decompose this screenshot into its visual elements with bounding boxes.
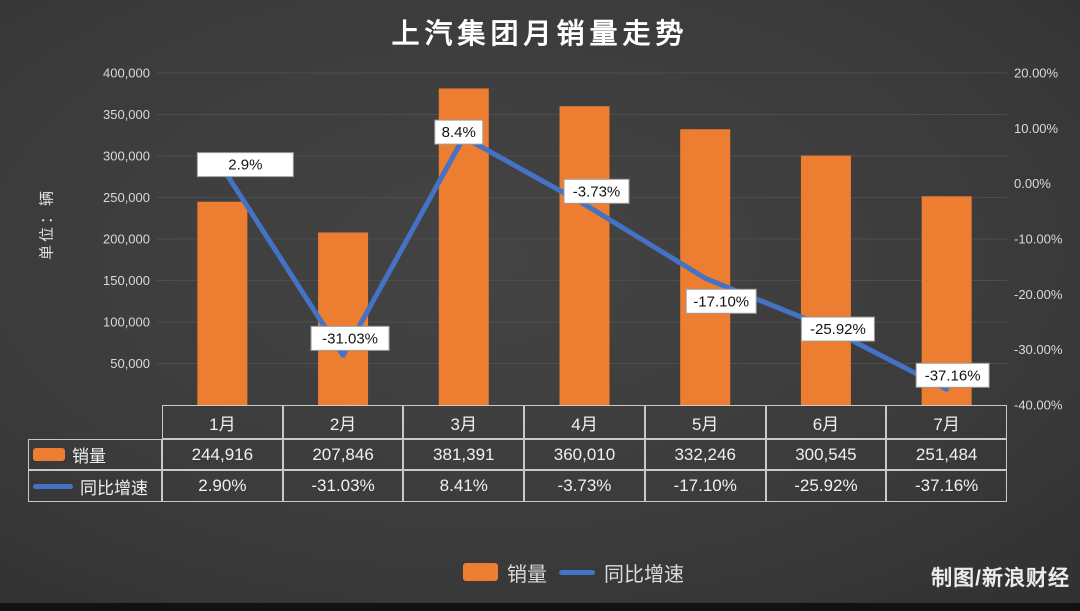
chart-title: 上汽集团月销量走势 <box>391 17 689 50</box>
growth-swatch-icon <box>33 483 73 489</box>
table-header-cell: 1月 <box>162 405 283 439</box>
data-table: 1月 2月 3月 4月 5月 6月 7月销量 244,916 207,846 381,391 360… <box>28 405 1007 502</box>
table-cell-sales: 381,391 <box>403 439 525 470</box>
right-axis-tick-label: -10.00% <box>1014 232 1063 247</box>
data-label-box <box>685 288 757 314</box>
right-axis-tick-label: 0.00% <box>1014 176 1051 191</box>
table-header-cell: 6月 <box>765 405 887 439</box>
sales-legend-swatch-icon <box>463 563 498 581</box>
table-cell-growth: -31.03% <box>282 470 404 502</box>
growth-legend-line-icon <box>559 569 595 575</box>
left-axis-tick-label: 250,000 <box>103 190 150 205</box>
right-axis-tick-label: 20.00% <box>1014 66 1059 81</box>
table-cell-sales: 207,846 <box>282 439 404 470</box>
growth-data-label: 2.9% <box>228 157 262 174</box>
data-label-box <box>800 316 875 342</box>
left-axis-tick-label: 300,000 <box>103 149 150 164</box>
table-cell-sales: 360,010 <box>524 439 645 470</box>
right-axis-tick-label: 10.00% <box>1014 121 1059 136</box>
table-cell-sales: 251,484 <box>886 439 1007 470</box>
growth-legend-label: 同比增速 <box>604 563 684 586</box>
sales-bar-2月 <box>318 232 369 405</box>
left-axis-tick-label: 100,000 <box>103 315 150 330</box>
sales-legend-label: 销量 <box>507 563 547 586</box>
growth-data-label: -3.73% <box>573 183 621 200</box>
table-cell-sales: 244,916 <box>162 439 283 470</box>
growth-data-label: -37.16% <box>925 367 981 384</box>
growth-data-label: -25.92% <box>810 321 866 338</box>
table-cell-growth: -3.73% <box>524 470 645 502</box>
table-cell-sales: 332,246 <box>644 439 766 470</box>
right-axis-tick-label: -30.00% <box>1014 342 1063 357</box>
table-header-cell: 4月 <box>524 405 645 439</box>
table-cell-growth: -17.10% <box>644 470 766 502</box>
table-row-label-growth: 同比增速 <box>28 470 162 502</box>
right-axis-tick-label: -20.00% <box>1014 287 1063 302</box>
table-header-cell: 2月 <box>282 405 404 439</box>
sales-bar-6月 <box>800 155 851 405</box>
left-axis-tick-label: 200,000 <box>103 232 150 247</box>
growth-data-label: -17.10% <box>693 293 749 310</box>
left-axis-tick-label: 400,000 <box>103 66 150 81</box>
growth-data-label: 8.4% <box>442 124 476 141</box>
table-header-cell: 3月 <box>403 405 525 439</box>
data-label-box <box>434 119 484 145</box>
data-label-box <box>196 152 294 178</box>
growth-row-label: 同比增速 <box>80 478 148 498</box>
sales-bar-1月 <box>197 201 248 405</box>
table-header-cell: 5月 <box>644 405 766 439</box>
credit-text: 制图/新浪财经 <box>931 567 1070 590</box>
sales-row-label: 销量 <box>72 447 106 466</box>
sales-swatch-icon <box>33 448 65 461</box>
table-corner-spacer <box>28 405 162 439</box>
table-header-cell: 7月 <box>886 405 1007 439</box>
sales-bar-4月 <box>559 106 610 405</box>
left-axis-tick-label: 150,000 <box>103 273 150 288</box>
data-label-box <box>563 178 630 204</box>
table-cell-growth: 8.41% <box>403 470 525 502</box>
left-axis-tick-label: 50,000 <box>110 356 150 371</box>
data-label-box <box>310 325 390 351</box>
table-cell-growth: -25.92% <box>765 470 887 502</box>
data-label-box <box>915 362 990 388</box>
chart-legend: 销量 同比增速 <box>463 558 684 586</box>
table-cell-sales: 300,545 <box>765 439 887 470</box>
table-row-label-sales: 销量 <box>28 439 162 470</box>
left-axis-tick-label: 350,000 <box>103 107 150 122</box>
table-cell-growth: 2.90% <box>162 470 283 502</box>
table-cell-growth: -37.16% <box>886 470 1007 502</box>
right-axis-tick-label: -40.00% <box>1014 398 1063 413</box>
bottom-black-bar <box>0 603 1080 611</box>
growth-data-label: -31.03% <box>322 330 378 347</box>
